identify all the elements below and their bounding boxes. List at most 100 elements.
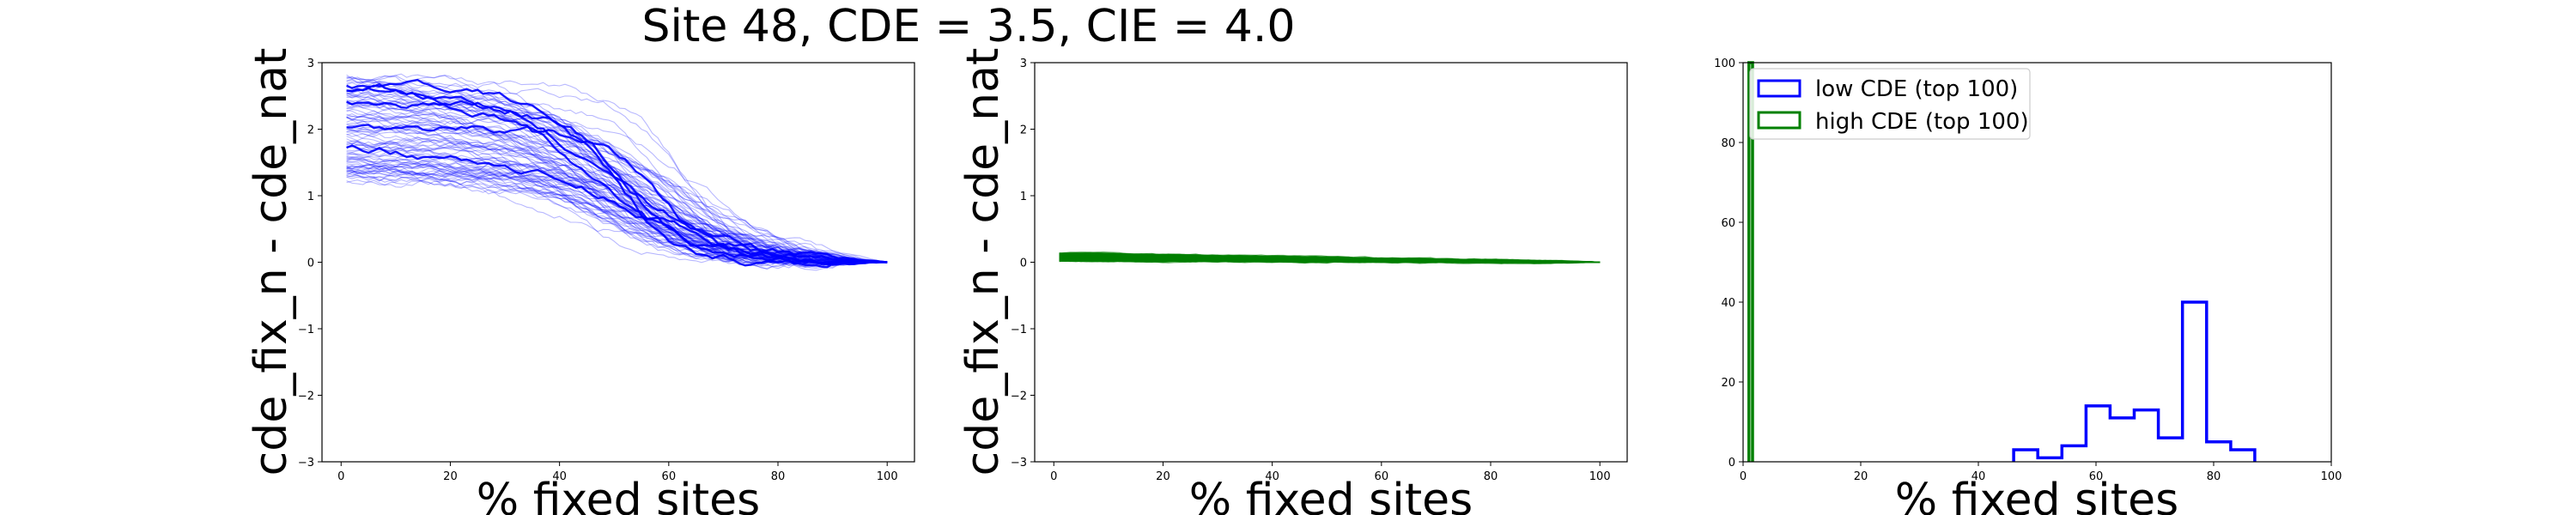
middle-trace-line [1059,253,1601,264]
left-trace-line [346,145,888,264]
left-trace-line [346,163,888,264]
left-trace-line [346,117,888,264]
left-trace-line [346,172,888,269]
left-trace-line [346,91,888,264]
left-trace-line [346,140,888,271]
left-trace-line [346,142,888,264]
left-trace-line [346,114,888,266]
left-trace-line [346,102,888,264]
y-tick-label: 0 [307,258,314,270]
middle-traces [1059,251,1601,265]
left-trace-line [346,153,888,264]
x-tick-label: 100 [2321,470,2342,483]
left-trace-line [346,142,888,264]
y-tick-label: −3 [1011,457,1027,470]
left-trace-line [346,127,888,264]
left-trace-line [346,97,888,264]
left-trace-line [346,161,888,264]
left-trace-line [346,157,888,265]
left-trace-line [346,169,888,267]
left-trace-line [346,175,888,268]
left-traces [346,73,888,271]
y-tick-label: 0 [1728,457,1735,470]
left-trace-line [346,115,888,264]
middle-y-axis-label: cde_fix_n - cde_nat [957,48,1009,476]
x-tick-label: 20 [1156,470,1170,483]
middle-x-ticks: 0 20 40 60 80 100 [1050,462,1611,483]
left-trace-line [346,168,888,264]
panel-left: 0 20 40 60 80 100 −3 −2 −1 0 1 2 3 % fixed sites cd… [246,48,915,515]
left-trace-line [346,78,888,264]
left-trace-line [346,104,888,264]
x-tick-label: 20 [443,470,458,483]
left-trace-line [346,76,888,264]
left-trace-line [346,176,888,269]
left-trace-line [346,144,888,264]
left-trace-line [346,123,888,265]
left-trace-line [346,171,888,264]
left-trace-line [346,163,888,264]
left-trace-line [346,149,888,266]
y-tick-label: −1 [1011,324,1027,336]
left-trace-line [346,153,888,266]
left-trace-line [346,177,888,264]
x-tick-label: 60 [662,470,677,483]
y-tick-label: −3 [298,457,314,470]
left-x-ticks: 0 20 40 60 80 100 [337,462,898,483]
x-tick-label: 20 [1854,470,1868,483]
low-cde-histogram-step [2012,300,2257,462]
x-tick-label: 80 [2207,470,2221,483]
right-x-ticks: 0 20 40 60 80 100 [1740,462,2342,483]
left-trace-line [346,94,888,270]
left-trace-line [346,88,888,265]
left-trace-line [346,124,888,264]
left-trace-line [346,155,888,264]
left-trace-line [346,156,888,264]
left-trace-line [346,165,888,264]
y-tick-label: −2 [298,391,314,403]
left-y-ticks: −3 −2 −1 0 1 2 3 [298,58,322,470]
left-trace-line [346,165,888,264]
x-tick-label: 40 [1971,470,1986,483]
x-tick-label: 100 [877,470,898,483]
left-trace-line [346,164,888,264]
y-tick-label: 20 [1721,377,1735,390]
left-trace-line [346,151,888,266]
left-trace-line [346,128,888,264]
left-x-axis-label: % fixed sites [477,475,760,515]
left-trace-line [346,167,888,264]
left-trace-line [346,73,888,265]
y-tick-label: 60 [1721,217,1735,230]
left-trace-line [346,100,888,266]
left-trace-line [346,124,888,266]
y-tick-label: 3 [1020,58,1027,70]
y-tick-label: 1 [307,191,314,203]
left-trace-line [346,111,888,265]
x-tick-label: 80 [771,470,786,483]
legend: low CDE (top 100) high CDE (top 100) [1749,68,2031,140]
left-trace-line [346,85,888,264]
left-trace-line [346,132,888,265]
legend-swatch-high-cde [1757,111,1801,130]
legend-label-low-cde: low CDE (top 100) [1815,76,2018,102]
left-trace-line [346,86,888,265]
left-trace-line [346,82,888,264]
middle-trace-line [1059,257,1601,264]
right-axes-frame [1742,62,2332,463]
legend-swatch-low-cde [1757,79,1801,98]
left-trace-line [346,119,888,264]
left-trace-line [346,94,888,264]
left-trace-line [346,153,888,264]
right-y-ticks: 0 20 40 60 80 100 [1714,58,1743,470]
left-trace-line [346,167,888,266]
left-trace-line [346,100,888,267]
left-trace-line [346,100,888,269]
left-trace-line [346,164,888,264]
left-trace-line [346,167,888,267]
left-trace-line [346,92,888,264]
left-trace-line [346,78,888,266]
left-trace-line [346,81,888,264]
y-tick-label: 2 [307,124,314,137]
